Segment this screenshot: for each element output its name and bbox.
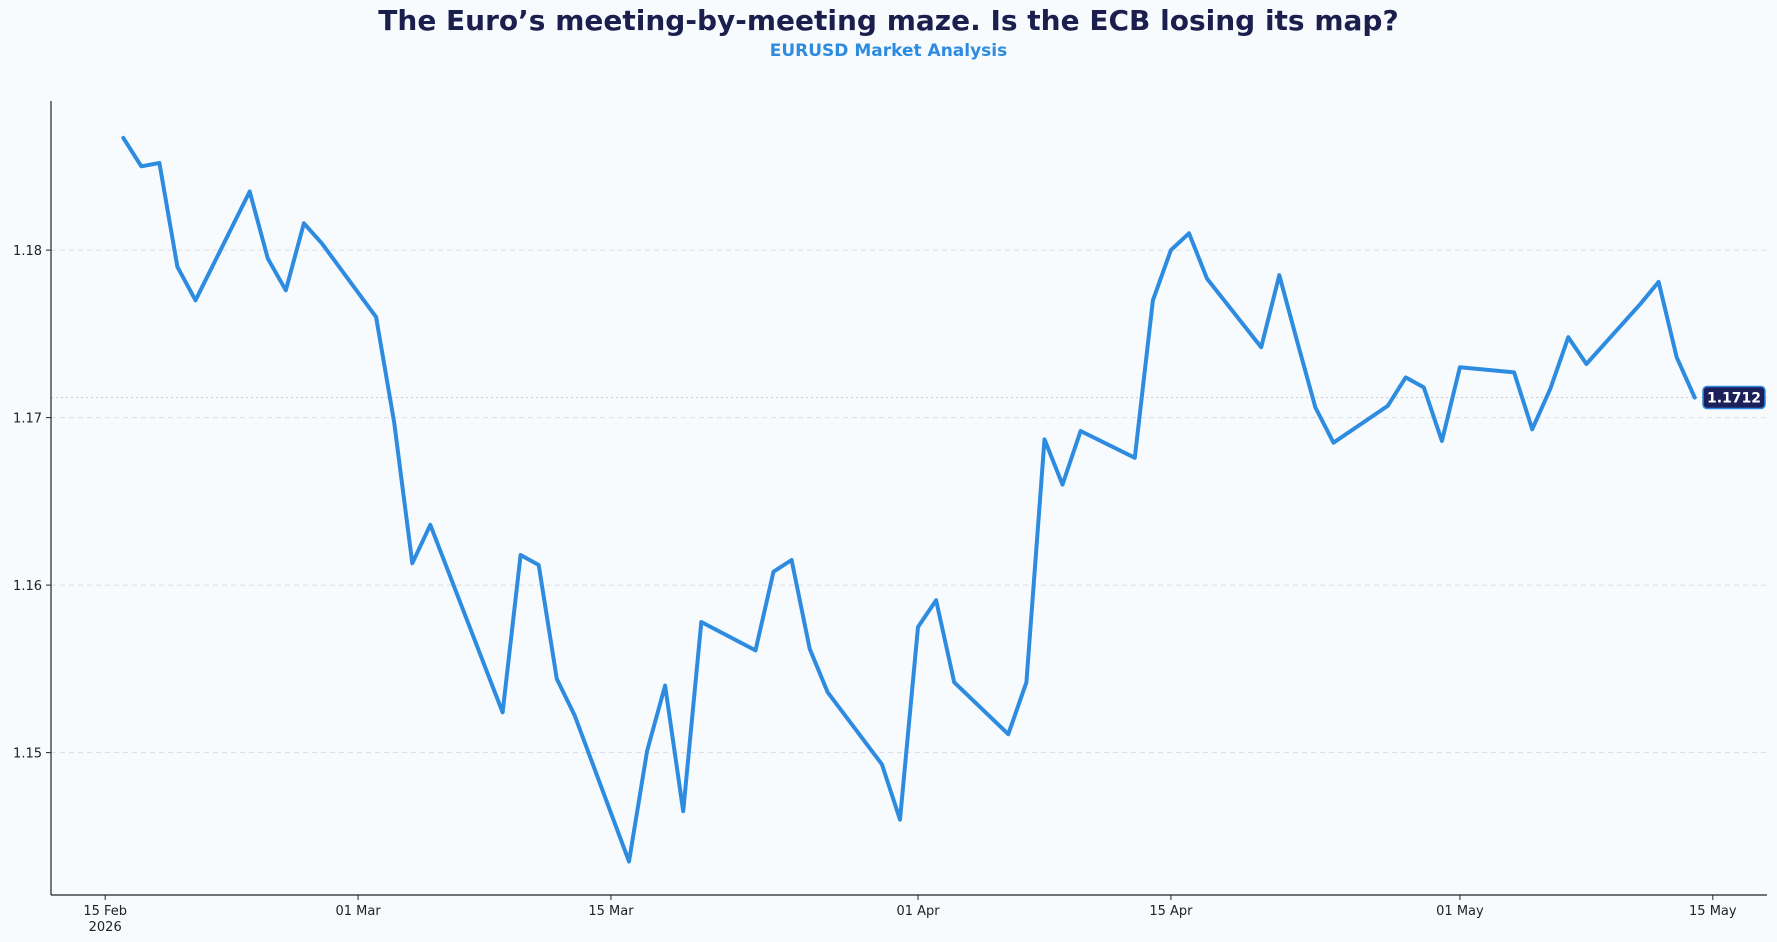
last-value-badge (1702, 385, 1766, 410)
x-tick-label: 01 May (1436, 904, 1484, 919)
y-tick-label: 1.16 (13, 579, 42, 594)
x-tick-label: 15 Feb (83, 904, 127, 919)
y-tick-label: 1.18 (13, 244, 42, 259)
chart-subtitle: EURUSD Market Analysis (769, 41, 1008, 61)
series-line (121, 135, 1697, 864)
x-tick-year-label: 2026 (89, 920, 122, 935)
x-tick-label: 15 Apr (1149, 904, 1193, 919)
x-tick-label: 15 Mar (588, 904, 634, 919)
y-tick-label: 1.17 (13, 412, 42, 427)
x-tick-label: 01 Mar (335, 904, 381, 919)
x-tick-label: 15 May (1689, 904, 1737, 919)
chart-title: The Euro’s meeting-by-meeting maze. Is t… (378, 4, 1399, 37)
y-tick-label: 1.15 (13, 747, 42, 762)
x-tick-label: 01 Apr (896, 904, 940, 919)
last-value-label: 1.1712 (1707, 390, 1761, 406)
